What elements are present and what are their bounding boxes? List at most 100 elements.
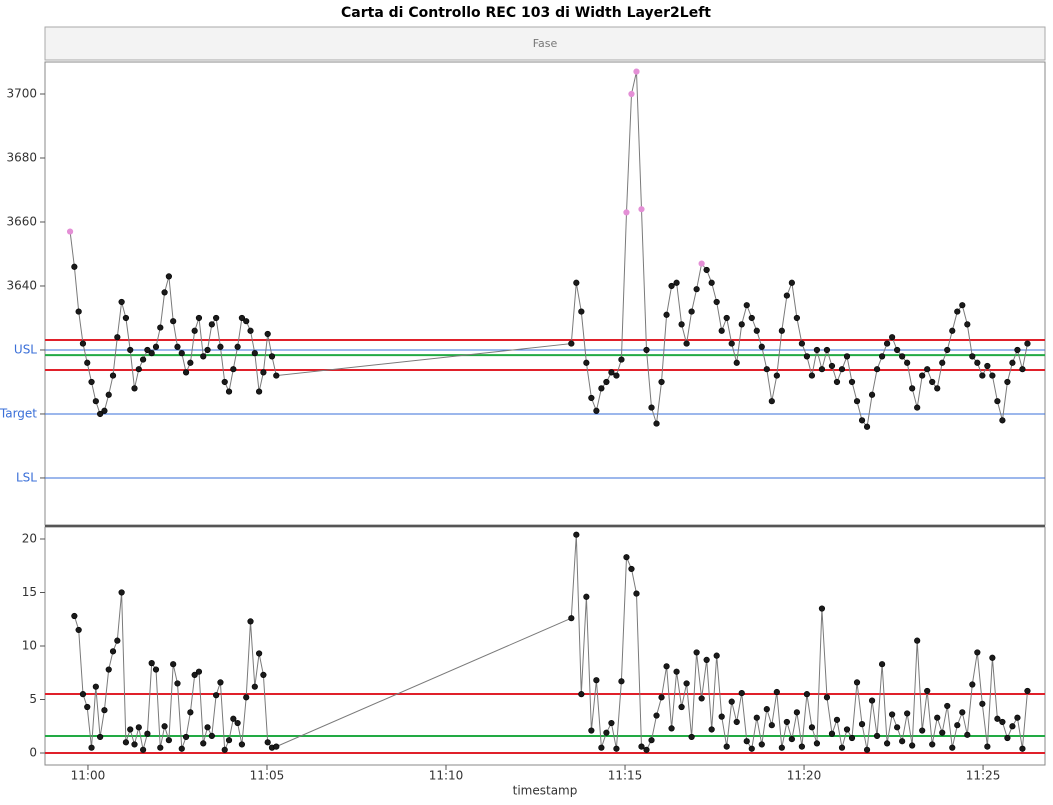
data-point (653, 712, 660, 719)
data-point (583, 593, 590, 600)
data-point (251, 683, 258, 690)
data-point (753, 714, 760, 721)
data-point (954, 722, 961, 729)
data-point (858, 417, 866, 424)
data-point (79, 691, 87, 698)
data-point (718, 327, 725, 334)
data-point (929, 741, 936, 748)
data-point (135, 724, 142, 731)
data-point (84, 703, 91, 711)
y-tick-label: USL (14, 342, 37, 356)
data-point (909, 742, 916, 749)
data-point (1004, 378, 1011, 386)
data-point (914, 404, 921, 411)
data-point (127, 726, 134, 733)
data-point (88, 744, 95, 751)
data-point (208, 321, 215, 328)
data-point (114, 637, 121, 644)
data-point (105, 666, 112, 673)
data-point (79, 340, 87, 347)
data-point (568, 615, 575, 622)
data-point (109, 648, 117, 655)
data-point (763, 706, 770, 713)
data-line (73, 534, 1028, 751)
data-point (688, 308, 695, 315)
data-point (170, 661, 177, 668)
y-tick-label: LSL (16, 470, 37, 484)
data-point (1019, 366, 1026, 373)
data-point (994, 715, 1001, 722)
y-tick-label: 0 (29, 746, 37, 760)
data-point (234, 719, 241, 727)
data-point (638, 743, 645, 750)
data-point (1009, 359, 1016, 366)
y-tick-label: 3640 (6, 278, 37, 292)
data-point (979, 700, 986, 707)
data-point (618, 356, 625, 363)
data-point (909, 385, 916, 392)
data-point (673, 668, 680, 675)
data-point (628, 565, 635, 573)
data-point (904, 359, 911, 366)
data-point (1009, 723, 1016, 730)
data-point (964, 731, 971, 738)
y-tick-label: 5 (29, 692, 37, 706)
data-point (213, 314, 220, 322)
data-point (728, 340, 735, 347)
data-point (868, 391, 876, 398)
data-point (256, 388, 263, 395)
data-point (578, 691, 585, 698)
data-point (260, 369, 267, 376)
data-point (1014, 714, 1021, 721)
data-point (75, 308, 82, 315)
data-point (848, 378, 856, 386)
data-point (678, 703, 685, 711)
data-point (758, 343, 765, 350)
data-point (969, 353, 976, 360)
data-point (939, 729, 946, 736)
data-point (868, 697, 876, 704)
data-point (838, 744, 846, 751)
data-point (668, 282, 675, 290)
data-point (200, 740, 207, 747)
data-point (598, 385, 605, 392)
data-point (118, 589, 125, 596)
data-point (989, 372, 996, 379)
data-point (768, 722, 775, 729)
data-point (238, 314, 246, 322)
data-point (148, 660, 155, 667)
data-point (165, 737, 172, 744)
data-point (823, 694, 831, 701)
data-point (718, 713, 725, 720)
data-point (733, 718, 740, 726)
data-point (778, 744, 785, 751)
data-point (122, 739, 130, 746)
data-point (728, 698, 735, 705)
data-point (1014, 346, 1021, 354)
data-point (247, 327, 254, 334)
data-point (828, 730, 836, 737)
data-point (174, 680, 181, 687)
data-point (658, 694, 665, 701)
data-point (999, 718, 1006, 726)
data-point (613, 745, 620, 752)
data-point (165, 273, 172, 280)
data-point (808, 724, 816, 731)
data-point (788, 736, 795, 743)
data-point (583, 359, 590, 366)
data-point (221, 746, 228, 753)
data-point (919, 727, 926, 734)
data-point (217, 679, 224, 686)
data-point (97, 733, 104, 741)
data-point (889, 711, 896, 718)
data-point (783, 718, 790, 726)
data-point (238, 741, 246, 748)
data-point (658, 378, 665, 386)
data-point (264, 330, 271, 338)
data-point (733, 359, 740, 366)
data-point (984, 362, 991, 370)
data-point (899, 738, 906, 745)
data-point (773, 688, 780, 696)
data-point (934, 714, 941, 721)
data-point (994, 398, 1001, 405)
